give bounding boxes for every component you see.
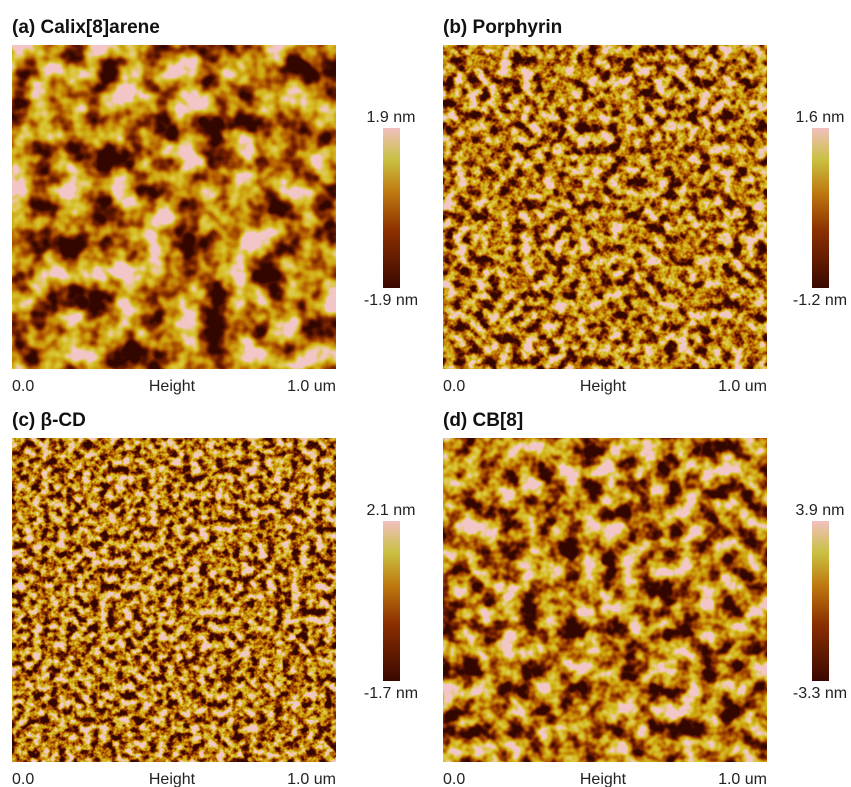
panel-title: (a) Calix[8]arene	[12, 17, 160, 38]
axis-label: Height	[149, 771, 196, 787]
axis-start: 0.0	[443, 771, 465, 787]
scale-max: 1.9 nm	[367, 109, 416, 126]
axis-start: 0.0	[443, 378, 465, 395]
afm-image	[12, 45, 336, 369]
axis-end: 1.0 um	[287, 378, 336, 395]
panel-title: (d) CB[8]	[443, 410, 523, 431]
scale-min: -1.7 nm	[364, 685, 418, 702]
scale-min: -1.9 nm	[364, 292, 418, 309]
color-bar	[383, 521, 400, 681]
scale-min: -3.3 nm	[793, 685, 847, 702]
scale-min: -1.2 nm	[793, 292, 847, 309]
afm-image	[443, 45, 767, 369]
scale-max: 3.9 nm	[796, 502, 845, 519]
axis-label: Height	[580, 771, 627, 787]
axis-end: 1.0 um	[718, 378, 767, 395]
axis-label: Height	[149, 378, 196, 395]
axis-start: 0.0	[12, 771, 34, 787]
scale-max: 1.6 nm	[796, 109, 845, 126]
axis-end: 1.0 um	[287, 771, 336, 787]
color-bar	[812, 521, 829, 681]
scale-max: 2.1 nm	[367, 502, 416, 519]
panel-title: (c) β-CD	[12, 410, 86, 431]
axis-start: 0.0	[12, 378, 34, 395]
color-bar	[812, 128, 829, 288]
color-bar	[383, 128, 400, 288]
axis-end: 1.0 um	[718, 771, 767, 787]
afm-image	[12, 438, 336, 762]
axis-label: Height	[580, 378, 627, 395]
afm-image	[443, 438, 767, 762]
panel-title: (b) Porphyrin	[443, 17, 562, 38]
